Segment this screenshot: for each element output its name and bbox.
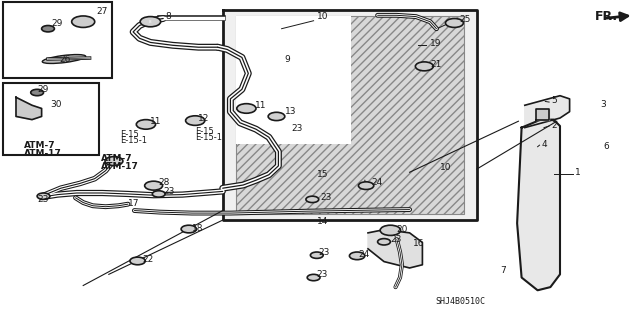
Text: 23: 23 bbox=[317, 271, 328, 279]
Text: 26: 26 bbox=[59, 56, 70, 64]
Text: 8: 8 bbox=[165, 12, 171, 21]
Circle shape bbox=[186, 116, 205, 125]
Polygon shape bbox=[517, 120, 560, 290]
Circle shape bbox=[130, 257, 145, 265]
Circle shape bbox=[145, 181, 163, 190]
Circle shape bbox=[349, 252, 365, 260]
Circle shape bbox=[445, 19, 463, 27]
Text: E-15-1: E-15-1 bbox=[120, 137, 147, 145]
Text: 20: 20 bbox=[397, 225, 408, 234]
Text: E-15: E-15 bbox=[195, 127, 214, 136]
Polygon shape bbox=[223, 10, 477, 220]
Circle shape bbox=[136, 120, 156, 129]
Text: 23: 23 bbox=[37, 195, 49, 204]
Text: 19: 19 bbox=[430, 39, 442, 48]
Text: 23: 23 bbox=[390, 235, 402, 244]
Circle shape bbox=[42, 26, 54, 32]
Text: 6: 6 bbox=[603, 142, 609, 151]
Text: ATM-7: ATM-7 bbox=[101, 154, 132, 163]
Polygon shape bbox=[525, 96, 570, 128]
Polygon shape bbox=[368, 230, 422, 268]
Text: 29: 29 bbox=[37, 85, 49, 94]
Text: 24: 24 bbox=[371, 178, 383, 187]
Circle shape bbox=[152, 191, 165, 197]
Circle shape bbox=[358, 182, 374, 189]
Polygon shape bbox=[16, 97, 42, 120]
Circle shape bbox=[310, 252, 323, 258]
Text: 2: 2 bbox=[552, 121, 557, 130]
Text: 18: 18 bbox=[192, 224, 204, 233]
Text: 17: 17 bbox=[128, 199, 140, 208]
Text: 11: 11 bbox=[255, 101, 266, 110]
Bar bbox=[236, 16, 464, 214]
Text: 3: 3 bbox=[600, 100, 606, 109]
Text: 12: 12 bbox=[198, 114, 210, 122]
Text: 24: 24 bbox=[358, 250, 370, 259]
Circle shape bbox=[37, 193, 50, 199]
Ellipse shape bbox=[42, 55, 86, 63]
Circle shape bbox=[105, 157, 123, 166]
Text: 22: 22 bbox=[142, 255, 154, 263]
Circle shape bbox=[380, 225, 401, 235]
Text: 10: 10 bbox=[440, 163, 452, 172]
Circle shape bbox=[415, 62, 433, 71]
Text: 4: 4 bbox=[541, 140, 547, 149]
Text: 8: 8 bbox=[149, 20, 152, 24]
Bar bbox=[3, 2, 112, 78]
Polygon shape bbox=[536, 109, 549, 120]
Text: 5: 5 bbox=[551, 96, 557, 105]
Text: ATM-17: ATM-17 bbox=[24, 149, 62, 158]
Text: 23: 23 bbox=[320, 193, 332, 202]
Text: 29: 29 bbox=[51, 19, 63, 28]
Circle shape bbox=[72, 16, 95, 27]
Text: 30: 30 bbox=[50, 100, 61, 109]
Circle shape bbox=[31, 89, 44, 96]
Text: 10: 10 bbox=[317, 12, 328, 21]
Text: ATM-17: ATM-17 bbox=[101, 162, 139, 171]
Text: 25: 25 bbox=[460, 15, 471, 24]
Circle shape bbox=[378, 239, 390, 245]
Bar bbox=[3, 83, 99, 155]
Text: 9: 9 bbox=[285, 55, 291, 63]
Text: 1: 1 bbox=[575, 168, 580, 177]
Text: 13: 13 bbox=[285, 107, 296, 116]
Text: 23: 23 bbox=[291, 124, 303, 133]
Text: 21: 21 bbox=[430, 60, 442, 69]
Text: 23: 23 bbox=[319, 248, 330, 257]
Text: 14: 14 bbox=[317, 217, 328, 226]
Text: E-15-1: E-15-1 bbox=[195, 133, 222, 142]
Circle shape bbox=[237, 104, 256, 113]
Text: SHJ4B0510C: SHJ4B0510C bbox=[435, 297, 485, 306]
Circle shape bbox=[140, 17, 161, 27]
Text: 27: 27 bbox=[96, 7, 108, 16]
Text: FR.: FR. bbox=[595, 10, 618, 23]
Circle shape bbox=[268, 112, 285, 121]
Text: 23: 23 bbox=[164, 187, 175, 196]
Text: 11: 11 bbox=[150, 117, 162, 126]
Text: 28: 28 bbox=[159, 178, 170, 187]
Text: 16: 16 bbox=[413, 239, 424, 248]
Bar bbox=[236, 16, 351, 144]
Text: E-15: E-15 bbox=[120, 130, 139, 139]
Circle shape bbox=[306, 196, 319, 203]
Text: 7: 7 bbox=[500, 266, 506, 275]
Circle shape bbox=[181, 225, 196, 233]
Text: 15: 15 bbox=[317, 170, 328, 179]
Text: ATM-7: ATM-7 bbox=[24, 141, 56, 150]
Circle shape bbox=[307, 274, 320, 281]
